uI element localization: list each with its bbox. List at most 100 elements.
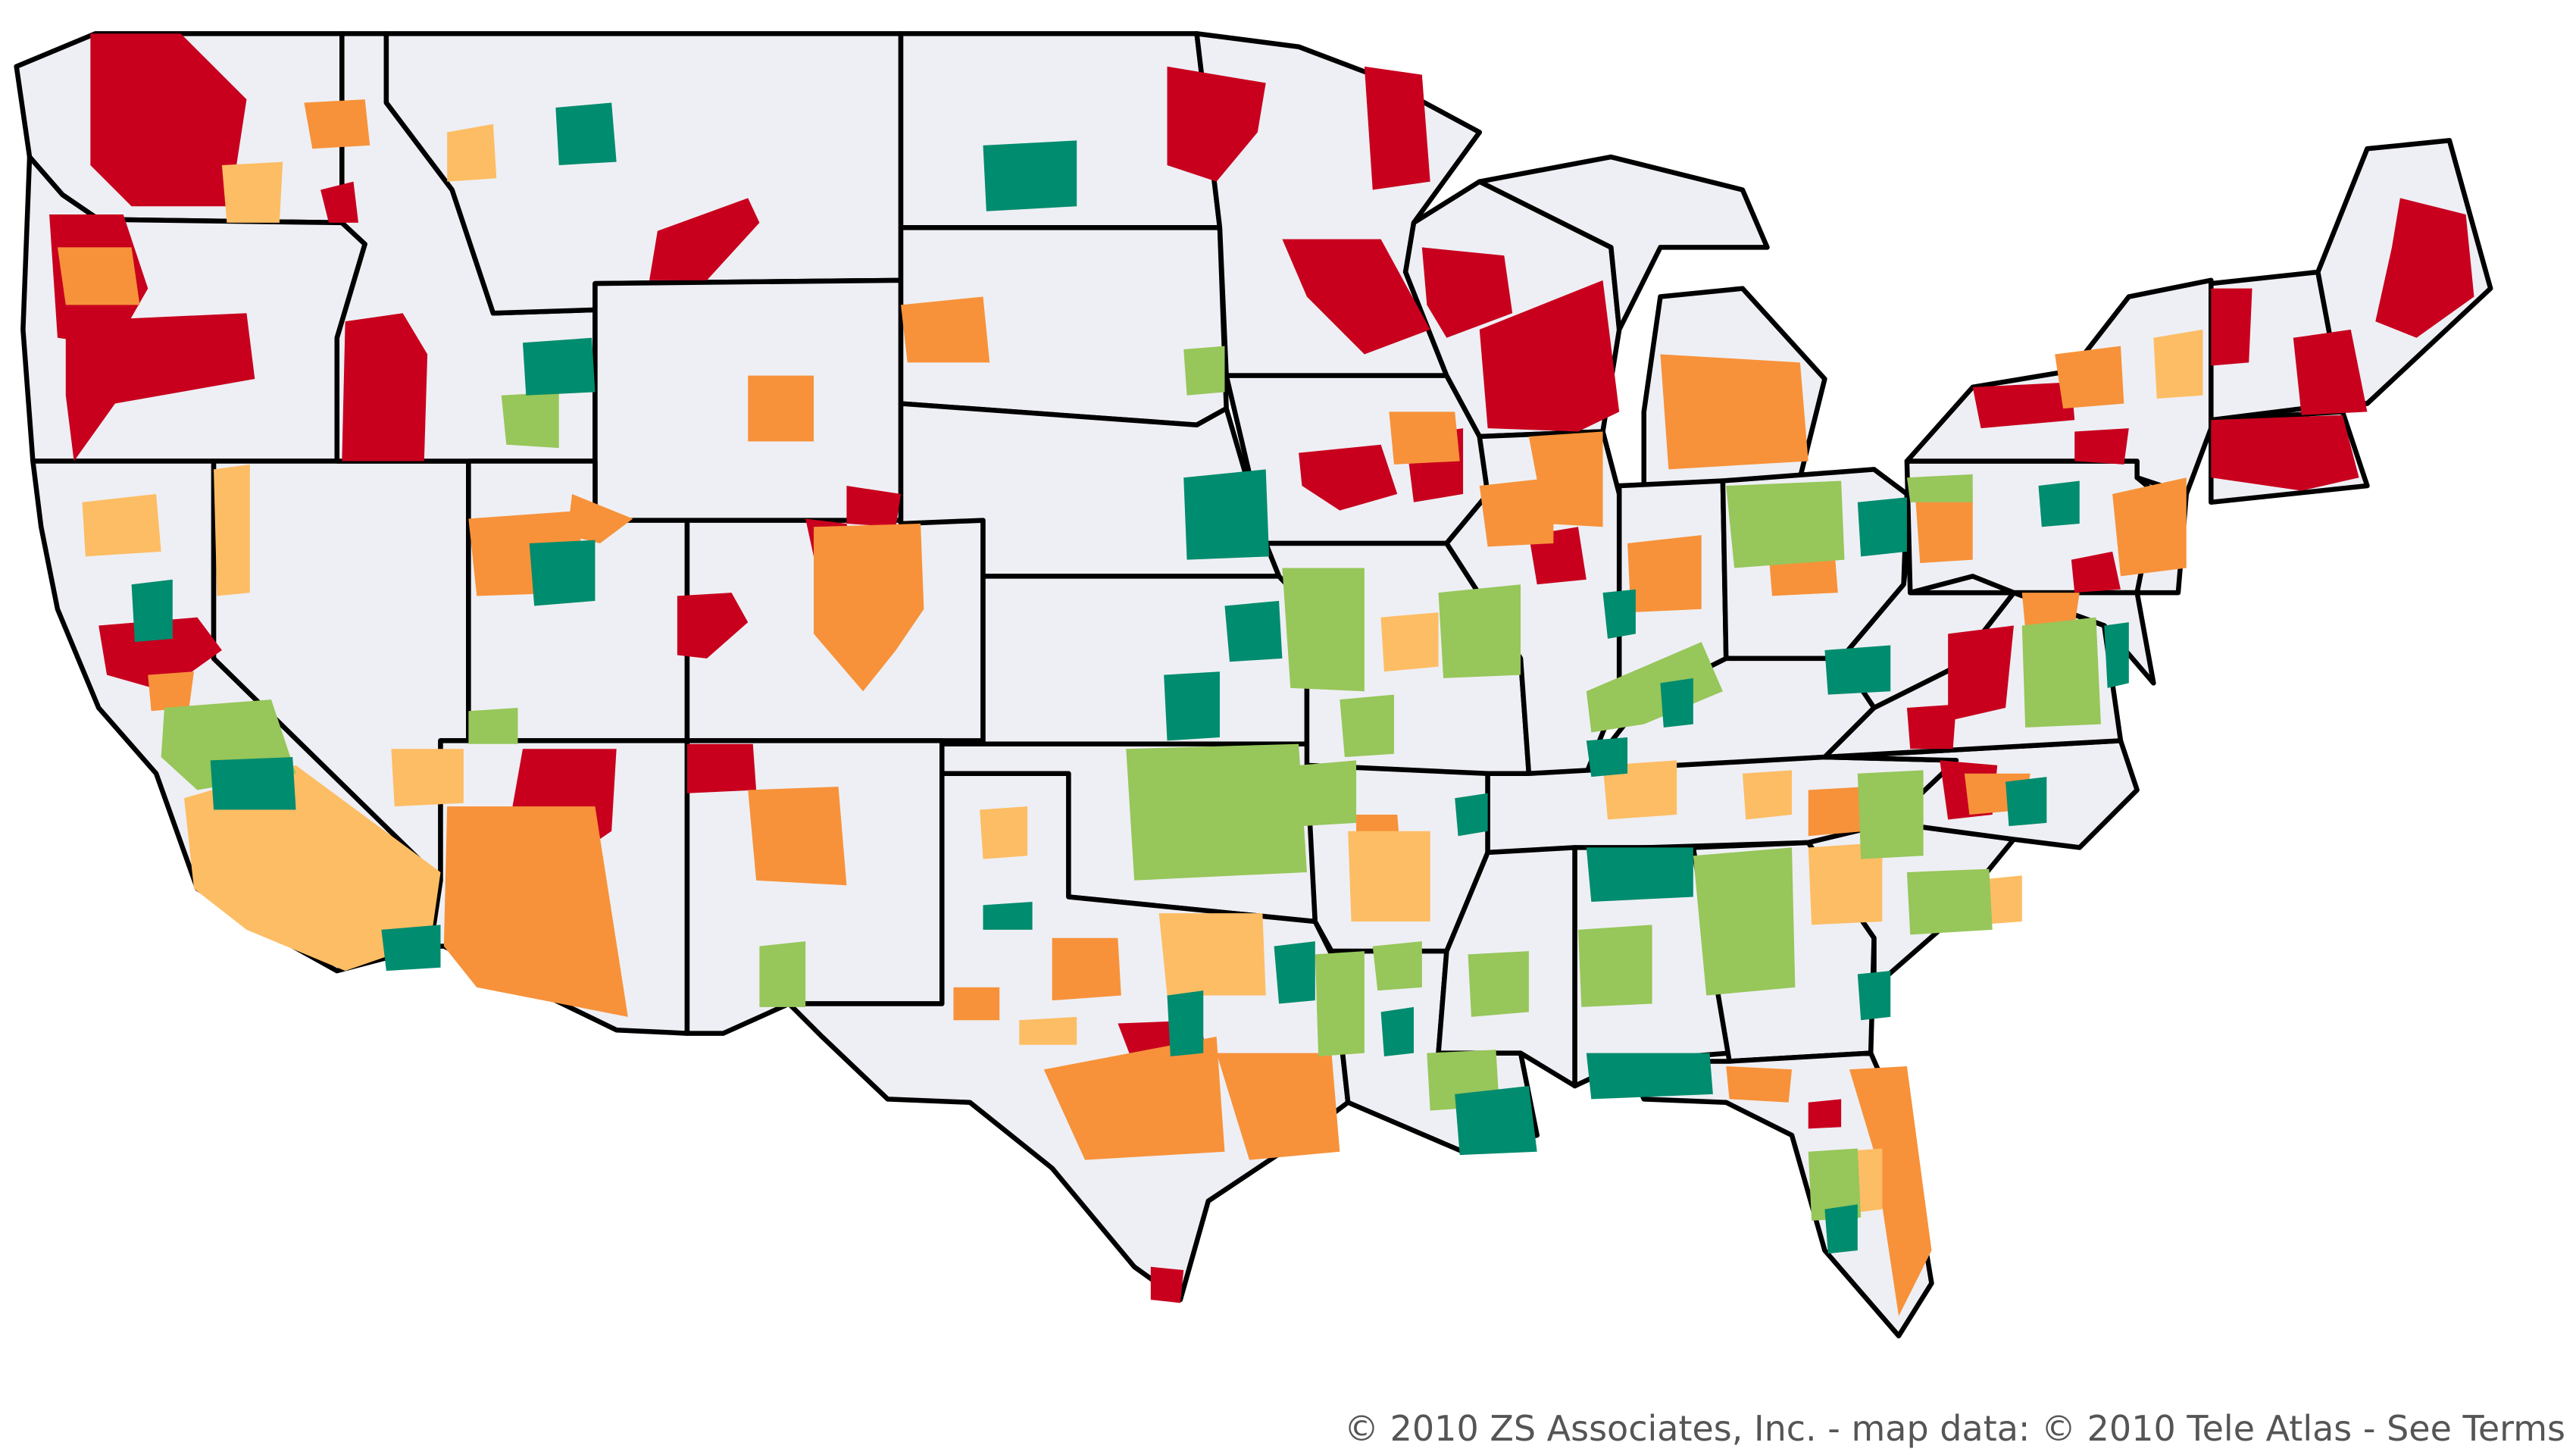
- region-orange[interactable]: [1216, 1053, 1340, 1160]
- region-orange[interactable]: [443, 806, 628, 1017]
- region-dark-red[interactable]: [846, 486, 902, 527]
- region-light-orange[interactable]: [214, 464, 250, 596]
- region-orange[interactable]: [814, 523, 924, 692]
- region-teal[interactable]: [529, 540, 596, 606]
- region-light-green[interactable]: [1586, 642, 1723, 733]
- region-dark-red[interactable]: [1906, 704, 1957, 749]
- region-light-orange[interactable]: [447, 124, 497, 182]
- region-light-green[interactable]: [1808, 1148, 1862, 1221]
- region-light-green[interactable]: [1906, 474, 1973, 502]
- region-dark-red[interactable]: [677, 593, 749, 659]
- region-teal[interactable]: [1380, 1006, 1414, 1056]
- region-teal[interactable]: [1455, 793, 1488, 837]
- region-light-green[interactable]: [1438, 584, 1521, 678]
- region-orange[interactable]: [1052, 937, 1121, 1001]
- region-teal[interactable]: [381, 925, 441, 972]
- region-orange[interactable]: [748, 375, 814, 442]
- region-teal[interactable]: [1164, 671, 1220, 741]
- region-dark-red[interactable]: [90, 33, 247, 207]
- region-orange[interactable]: [901, 296, 990, 363]
- region-light-orange[interactable]: [1602, 760, 1677, 820]
- region-light-green[interactable]: [1726, 480, 1845, 568]
- region-orange[interactable]: [2021, 593, 2080, 629]
- region-teal[interactable]: [1183, 469, 1270, 560]
- region-teal[interactable]: [131, 579, 173, 643]
- region-orange[interactable]: [1389, 411, 1460, 465]
- region-light-green[interactable]: [1282, 568, 1365, 692]
- region-light-green[interactable]: [1468, 951, 1529, 1017]
- region-orange[interactable]: [1808, 787, 1866, 837]
- region-light-orange[interactable]: [980, 806, 1028, 859]
- region-light-orange[interactable]: [1019, 1016, 1077, 1045]
- region-light-green[interactable]: [1299, 760, 1357, 827]
- region-orange[interactable]: [1660, 354, 1809, 470]
- region-dark-red[interactable]: [2211, 415, 2359, 491]
- region-dark-red[interactable]: [2293, 329, 2368, 415]
- region-teal[interactable]: [1167, 990, 1204, 1056]
- region-teal[interactable]: [522, 337, 596, 396]
- region-light-orange[interactable]: [1808, 842, 1883, 925]
- region-light-orange[interactable]: [391, 749, 464, 807]
- region-dark-red[interactable]: [1808, 1099, 1842, 1129]
- region-orange[interactable]: [304, 99, 370, 149]
- region-orange[interactable]: [1043, 1036, 1225, 1160]
- region-light-orange[interactable]: [221, 161, 283, 223]
- region-orange[interactable]: [1528, 431, 1603, 527]
- region-teal[interactable]: [983, 901, 1033, 930]
- region-orange[interactable]: [567, 493, 633, 543]
- region-light-orange[interactable]: [1348, 831, 1430, 922]
- region-orange[interactable]: [748, 787, 847, 886]
- region-orange[interactable]: [1479, 477, 1554, 547]
- state-florida[interactable]: [1624, 1050, 1934, 1339]
- region-dark-red[interactable]: [2375, 198, 2474, 338]
- region-teal[interactable]: [1602, 589, 1636, 639]
- region-orange[interactable]: [2055, 346, 2124, 409]
- region-orange[interactable]: [953, 987, 1000, 1021]
- region-teal[interactable]: [1857, 497, 1907, 557]
- region-light-green[interactable]: [468, 707, 518, 744]
- region-orange[interactable]: [148, 671, 195, 712]
- region-teal[interactable]: [1586, 847, 1693, 902]
- region-light-orange[interactable]: [1380, 612, 1439, 672]
- region-light-green[interactable]: [1183, 346, 1225, 396]
- region-dark-red[interactable]: [2071, 551, 2121, 593]
- region-orange[interactable]: [1627, 535, 1702, 613]
- region-dark-red[interactable]: [2211, 288, 2252, 366]
- region-teal[interactable]: [1857, 971, 1891, 1021]
- region-light-orange[interactable]: [82, 493, 161, 557]
- region-orange[interactable]: [1915, 490, 1973, 564]
- region-dark-red[interactable]: [1948, 625, 2014, 721]
- region-dark-red[interactable]: [1299, 444, 1398, 511]
- region-dark-red[interactable]: [342, 313, 428, 462]
- region-teal[interactable]: [1824, 1204, 1858, 1254]
- region-teal[interactable]: [2038, 480, 2080, 527]
- region-light-orange[interactable]: [1158, 913, 1266, 996]
- region-dark-red[interactable]: [1479, 280, 1620, 432]
- region-dark-red[interactable]: [1972, 382, 2075, 429]
- region-teal[interactable]: [1455, 1086, 1537, 1156]
- region-dark-red[interactable]: [65, 313, 255, 462]
- region-teal[interactable]: [1660, 677, 1693, 728]
- region-light-orange[interactable]: [184, 765, 441, 972]
- region-teal[interactable]: [2005, 777, 2047, 827]
- region-light-orange[interactable]: [2153, 329, 2203, 399]
- region-teal[interactable]: [983, 140, 1077, 211]
- region-light-green[interactable]: [759, 941, 806, 1007]
- region-light-green[interactable]: [1126, 743, 1307, 881]
- region-light-green[interactable]: [1315, 951, 1365, 1056]
- region-light-green[interactable]: [1693, 847, 1796, 996]
- region-light-green[interactable]: [1857, 770, 1924, 859]
- region-light-green[interactable]: [1340, 694, 1394, 758]
- region-light-orange[interactable]: [1742, 770, 1793, 820]
- region-light-green[interactable]: [1906, 868, 1993, 935]
- region-dark-red[interactable]: [1167, 66, 1266, 182]
- state-kansas[interactable]: [980, 574, 1310, 746]
- region-teal[interactable]: [210, 757, 296, 810]
- region-orange[interactable]: [1726, 1065, 1793, 1103]
- see-terms-link[interactable]: See Terms: [2387, 1408, 2565, 1449]
- region-dark-red[interactable]: [320, 181, 359, 223]
- region-orange[interactable]: [57, 247, 140, 305]
- region-light-green[interactable]: [1372, 941, 1422, 991]
